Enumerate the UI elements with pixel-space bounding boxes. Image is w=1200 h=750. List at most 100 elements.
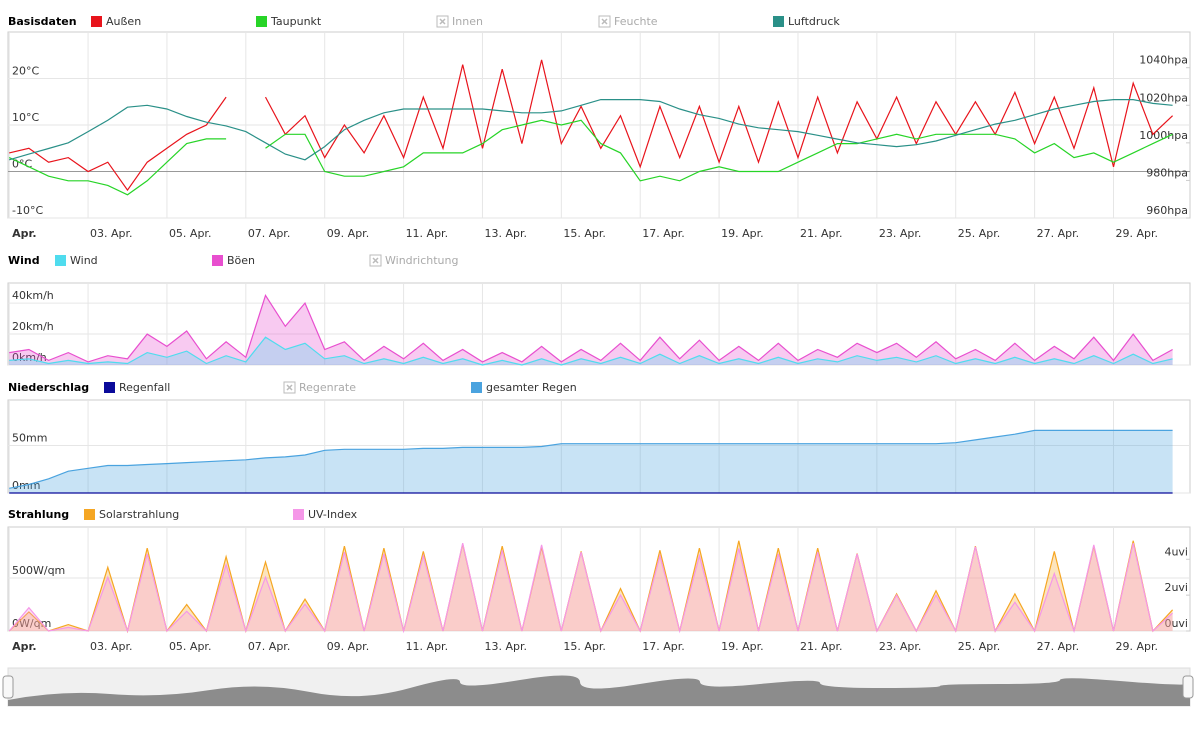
x-tick-label: 23. Apr. [879, 227, 922, 240]
series-line [9, 99, 1173, 161]
legend-label: Regenfall [119, 381, 170, 394]
legend-symbol [212, 255, 223, 266]
series-line [264, 59, 1174, 169]
navigator-handle[interactable] [1182, 675, 1194, 699]
x-tick-label: 13. Apr. [484, 640, 527, 653]
y-tick-label: 10°C [12, 111, 39, 124]
plot-area [7, 399, 1191, 494]
chart-title: Basisdaten [8, 15, 77, 28]
area-fill [9, 540, 1173, 631]
x-tick-label: 23. Apr. [879, 640, 922, 653]
area-fill [9, 295, 1173, 365]
y2-tick-label: 960hpa [1146, 204, 1188, 217]
y2-tick-label: 1000hpa [1139, 129, 1188, 142]
y-tick-label: 0W/qm [12, 617, 51, 630]
legend-symbol [55, 255, 66, 266]
x-tick-label: 29. Apr. [1115, 640, 1158, 653]
x-tick-label: 17. Apr. [642, 227, 685, 240]
y-tick-label: 40km/h [12, 289, 54, 302]
area-fill [9, 430, 1173, 493]
y2-tick-label: 2uvi [1164, 581, 1188, 594]
x-tick-label: 21. Apr. [800, 227, 843, 240]
series-line [8, 542, 1174, 634]
legend-label-hidden: Innen [452, 15, 483, 28]
chart-title: Wind [8, 254, 40, 267]
area-fill [9, 337, 1173, 365]
x-tick-label: 07. Apr. [248, 640, 291, 653]
legend-symbol [84, 509, 95, 520]
legend-label: Böen [227, 254, 255, 267]
x-tick-label: 25. Apr. [958, 640, 1001, 653]
x-tick-label: 27. Apr. [1037, 227, 1080, 240]
x-tick-label: 29. Apr. [1115, 227, 1158, 240]
legend-symbol [91, 16, 102, 27]
plot-area [7, 282, 1191, 366]
legend-label-hidden: Feuchte [614, 15, 658, 28]
x-tick-label: 15. Apr. [563, 227, 606, 240]
legend-symbol [471, 382, 482, 393]
x-tick-label: 03. Apr. [90, 227, 133, 240]
x-tick-label: 19. Apr. [721, 640, 764, 653]
y-tick-label: 20°C [12, 65, 39, 78]
navigator [2, 667, 1194, 707]
y-tick-label: 500W/qm [12, 564, 65, 577]
legend-symbol [256, 16, 267, 27]
x-tick-label: 19. Apr. [721, 227, 764, 240]
series-line [9, 96, 227, 192]
chart-title: Niederschlag [8, 381, 89, 394]
x-tick-label: Apr. [12, 640, 36, 653]
y2-tick-label: 0uvi [1164, 617, 1188, 630]
x-tick-label: 05. Apr. [169, 640, 212, 653]
legend-symbol [293, 509, 304, 520]
x-tick-label: 09. Apr. [327, 640, 370, 653]
legend-label: Luftdruck [788, 15, 840, 28]
x-tick-label: 21. Apr. [800, 640, 843, 653]
x-tick-label: 03. Apr. [90, 640, 133, 653]
x-tick-label: 15. Apr. [563, 640, 606, 653]
x-tick-label: 17. Apr. [642, 640, 685, 653]
y2-tick-label: 1020hpa [1139, 91, 1188, 104]
navigator-handle[interactable] [2, 675, 14, 699]
chart-title: Strahlung [8, 508, 69, 521]
legend-symbol [773, 16, 784, 27]
x-tick-label: 13. Apr. [484, 227, 527, 240]
legend-label-hidden: Windrichtung [385, 254, 458, 267]
legend-symbol-cross [372, 257, 379, 264]
y-tick-label: 50mm [12, 432, 47, 445]
legend-symbol-cross [601, 18, 608, 25]
x-tick-label: 11. Apr. [406, 640, 449, 653]
x-tick-label: 25. Apr. [958, 227, 1001, 240]
legend-label: UV-Index [308, 508, 358, 521]
y-tick-label: 20km/h [12, 320, 54, 333]
series-line [265, 119, 1173, 182]
plot-area [7, 526, 1191, 632]
series-line [9, 336, 1173, 366]
x-tick-label: 07. Apr. [248, 227, 291, 240]
legend-symbol [104, 382, 115, 393]
chart-panel: 0W/qm 500W/qm 0uvi 2uvi 4uvi Apr. 03. Apr. 05. … [7, 508, 1191, 653]
navigator-series [8, 675, 1190, 706]
y2-tick-label: 1040hpa [1139, 54, 1188, 67]
legend-label: gesamter Regen [486, 381, 577, 394]
area-fill [9, 543, 1173, 631]
legend-symbol-cross [286, 384, 293, 391]
series-line [9, 294, 1173, 363]
x-tick-label: 11. Apr. [406, 227, 449, 240]
legend-symbol-cross [439, 18, 446, 25]
chart-panel: -10°C0°C10°C20°C960hpa980hpa1000hpa1020h… [7, 15, 1191, 240]
y2-tick-label: 980hpa [1146, 166, 1188, 179]
series-line [9, 429, 1173, 489]
legend-label: Taupunkt [270, 15, 322, 28]
x-tick-label: 27. Apr. [1037, 640, 1080, 653]
x-tick-label: Apr. [12, 227, 36, 240]
legend-label: Außen [106, 15, 141, 28]
x-tick-label: 09. Apr. [327, 227, 370, 240]
legend-label-hidden: Regenrate [299, 381, 356, 394]
y-tick-label: -10°C [12, 204, 43, 217]
y2-tick-label: 4uvi [1164, 545, 1188, 558]
series-line [8, 138, 227, 196]
legend-label: Wind [70, 254, 98, 267]
